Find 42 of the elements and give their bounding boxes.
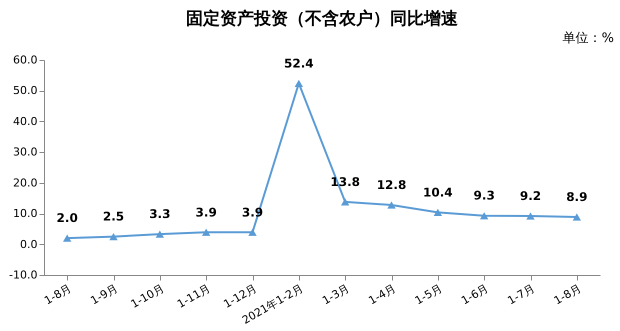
data-label: 3.3 bbox=[149, 207, 170, 222]
data-label: 9.3 bbox=[474, 188, 495, 203]
x-tick-label: 1-8月 bbox=[552, 282, 584, 308]
x-tick-label: 1-3月 bbox=[320, 282, 352, 308]
x-tick-label: 1-9月 bbox=[88, 282, 120, 308]
point bbox=[202, 228, 210, 236]
x-tick-label: 1-8月 bbox=[42, 282, 74, 308]
y-tick-label: 0.0 bbox=[20, 238, 38, 251]
data-label: 2.5 bbox=[102, 210, 124, 224]
x-tick-label: 1-10月 bbox=[128, 282, 166, 311]
point bbox=[156, 230, 164, 238]
point bbox=[109, 232, 118, 240]
x-tick-label: 1-6月 bbox=[459, 282, 491, 308]
data-label: 2.0 bbox=[56, 211, 78, 226]
y-tick-label: 40.0 bbox=[13, 114, 38, 128]
text: 单位：% bbox=[562, 31, 614, 46]
data-label: 10.4 bbox=[423, 185, 453, 200]
data-label: 9.2 bbox=[520, 189, 542, 204]
data-label: 12.8 bbox=[376, 178, 406, 192]
x-tick-label: 1-7月 bbox=[505, 282, 537, 308]
y-tick-label: 10.0 bbox=[13, 207, 38, 220]
y-tick-label: 60.0 bbox=[13, 54, 38, 66]
chart-title: 固定资产投资（不含农户）同比增速 bbox=[186, 9, 458, 29]
y-tick-label: 50.0 bbox=[13, 84, 38, 98]
point bbox=[294, 80, 304, 87]
x-tick-label: 1-4月 bbox=[366, 282, 398, 308]
point bbox=[387, 201, 396, 209]
point bbox=[248, 228, 257, 236]
point bbox=[62, 234, 72, 242]
data-label: 3.9 bbox=[196, 205, 217, 220]
point bbox=[340, 198, 350, 206]
data-label: 52.4 bbox=[284, 56, 314, 70]
y-tick-label: 20.0 bbox=[13, 176, 38, 190]
point bbox=[480, 212, 488, 220]
x-tick-label: 1-11月 bbox=[175, 282, 213, 311]
point bbox=[572, 213, 582, 221]
data-label: 8.9 bbox=[566, 190, 588, 204]
y-tick-label: 30.0 bbox=[13, 146, 38, 159]
y-tick-label: -10.0 bbox=[9, 268, 38, 282]
point bbox=[526, 212, 535, 220]
point bbox=[434, 208, 442, 216]
x-tick-label: 1-5月 bbox=[412, 282, 444, 308]
